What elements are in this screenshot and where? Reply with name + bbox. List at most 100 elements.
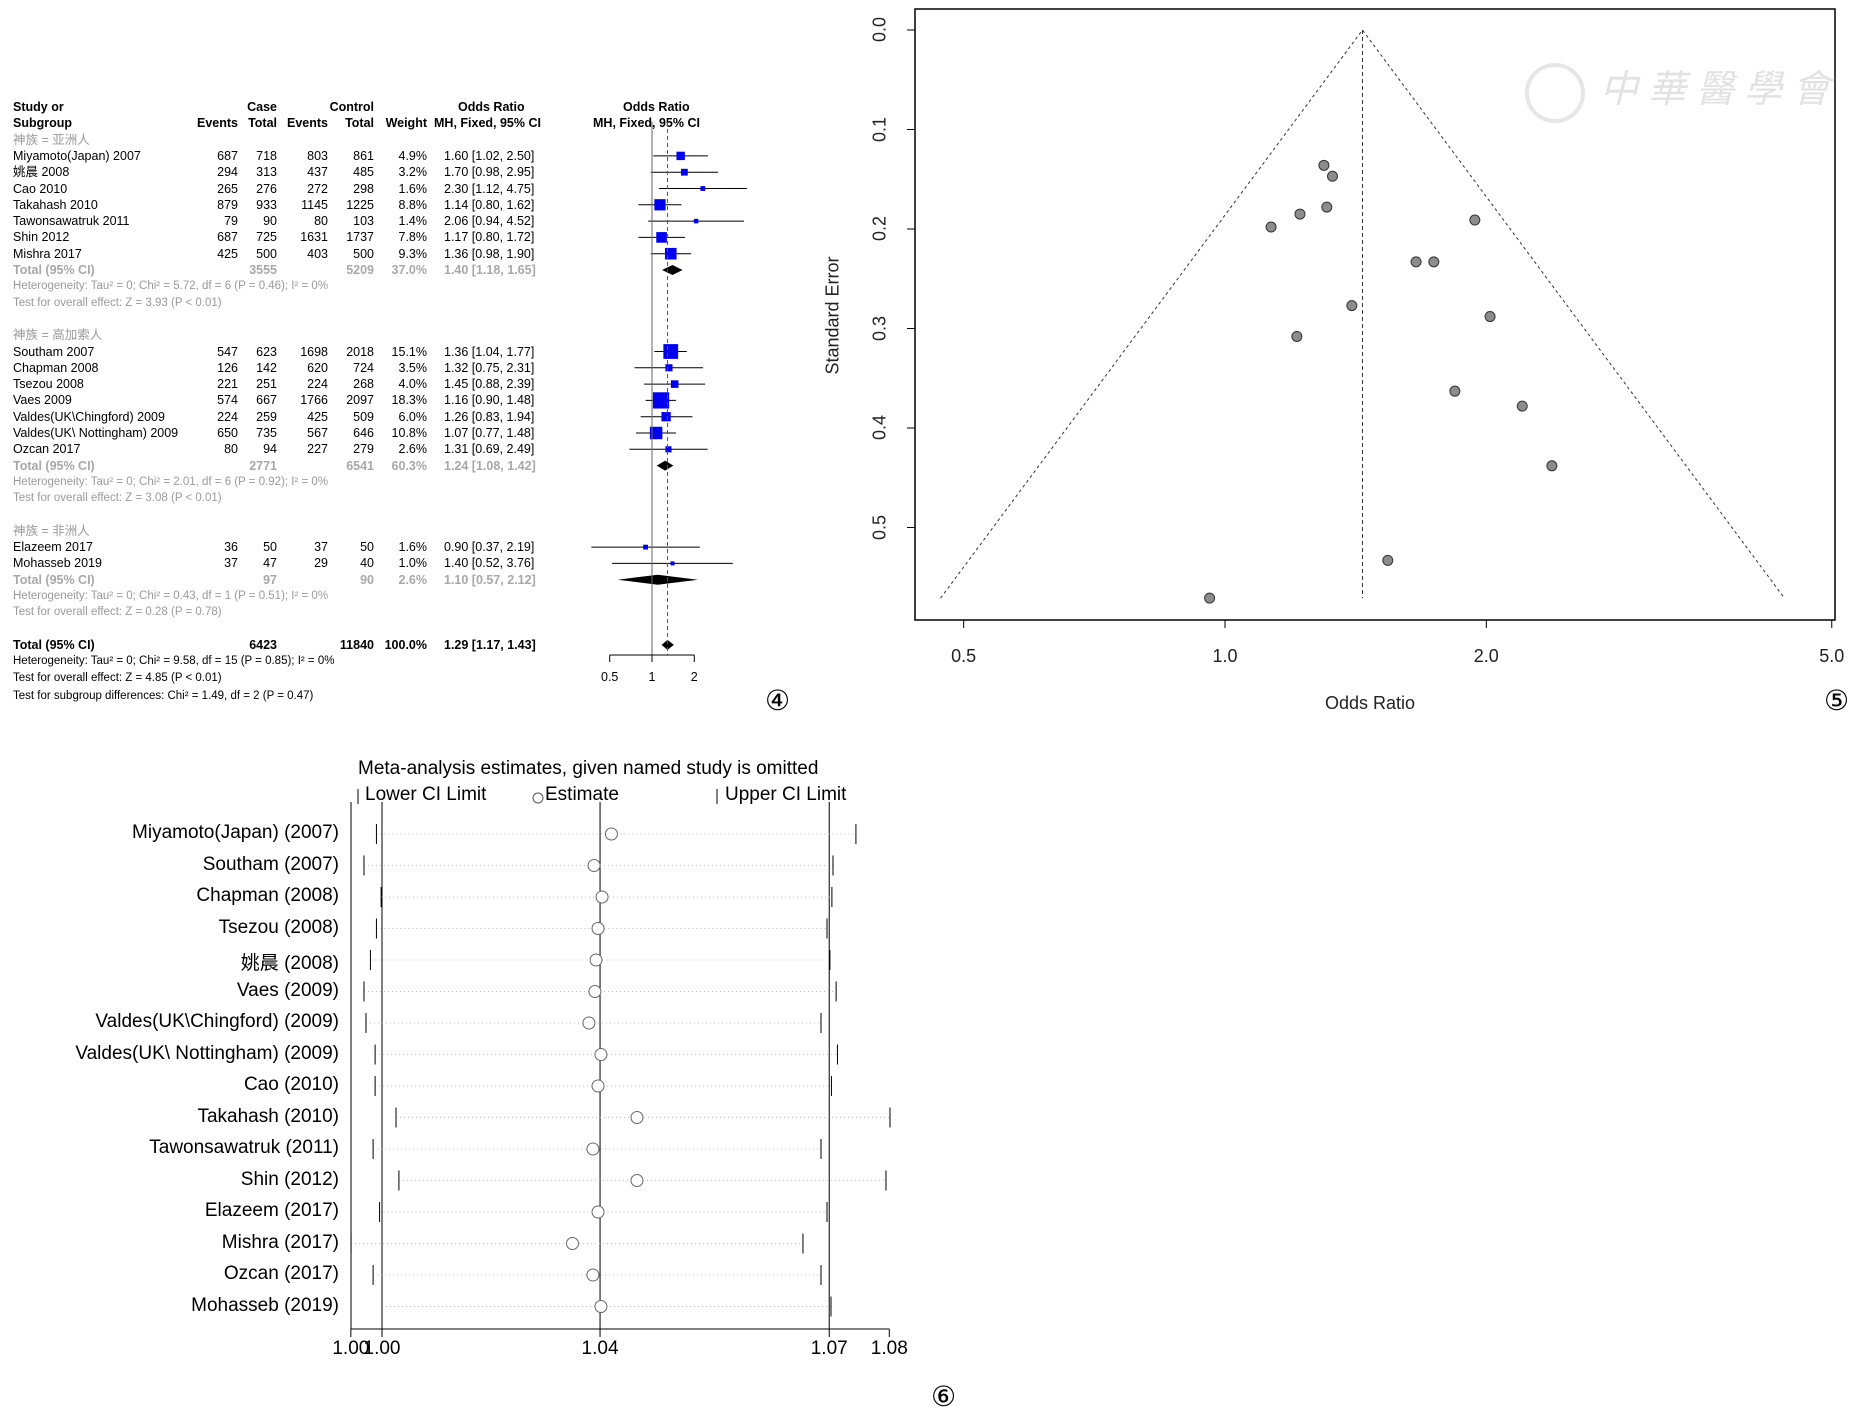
- study-row-e2: 567: [307, 426, 328, 440]
- study-row: 265 276 272 298 1.6% 2.30 [1.12, 4.75]: [0, 181, 560, 197]
- study-row-n2: 298: [353, 181, 374, 196]
- subgroup-total-row: 2771 6541 60.3% 1.24 [1.08, 1.42]: [0, 458, 560, 474]
- study-row-n2: 40: [360, 556, 374, 571]
- study-row-weight: 1.6%: [398, 540, 428, 555]
- study-square: [643, 544, 648, 550]
- study-name: Miyamoto(Japan) 2007: [13, 148, 141, 163]
- subgroup-heterogeneity: Heterogeneity: Tau² = 0; Chi² = 0.43, df…: [13, 590, 329, 602]
- overall-total-row-n1: 6423: [249, 637, 277, 652]
- study-label: 姚晨 (2008): [240, 953, 339, 974]
- study-row: 224 259 425 509 6.0% 1.26 [0.83, 1.94]: [0, 409, 560, 425]
- study-row: 294 313 437 485 3.2% 1.70 [0.98, 2.95]: [0, 164, 560, 180]
- study-row-n1: 718: [256, 148, 277, 163]
- study-point: [1346, 300, 1358, 312]
- estimate-marker: [589, 953, 603, 967]
- estimate-marker: [591, 1205, 605, 1219]
- study-row-weight: 4.0%: [398, 377, 428, 392]
- study-row-weight: 8.8%: [398, 197, 428, 212]
- legend-lower: Lower CI Limit: [365, 784, 487, 805]
- study-row-e2: 437: [307, 165, 328, 180]
- subgroup-total-row-n1: 2771: [249, 458, 277, 473]
- subgroup-label: 神族 = 高加索人: [13, 328, 103, 343]
- study-label: Mishra (2017): [221, 1231, 339, 1253]
- study-row-e2: 803: [307, 148, 328, 163]
- study-row-weight: 15.1%: [391, 344, 427, 359]
- study-row-e1: 425: [217, 246, 238, 261]
- study-row-odds-ratio: 1.26 [0.83, 1.94]: [444, 409, 535, 424]
- study-row-odds-ratio: 1.45 [0.88, 2.39]: [444, 377, 535, 392]
- header-case: Case: [247, 100, 277, 114]
- study-row-n1: 735: [256, 426, 277, 440]
- study-row-weight: 3.5%: [398, 360, 428, 375]
- estimate-marker: [604, 827, 618, 841]
- study-label: Tsezou (2008): [218, 916, 339, 938]
- x-tick-label: 1.00: [363, 1338, 401, 1359]
- study-row: 687 718 803 861 4.9% 1.60 [1.02, 2.50]: [0, 148, 560, 164]
- study-square: [649, 426, 663, 440]
- x-axis-label: Odds Ratio: [1325, 693, 1416, 713]
- x-tick-label: 1: [648, 670, 656, 684]
- study-row-n1: 933: [256, 197, 277, 212]
- study-row-weight: 4.9%: [398, 148, 428, 163]
- estimate-marker: [595, 890, 609, 904]
- study-row: 687 725 1631 1737 7.8% 1.17 [0.80, 1.72]: [0, 229, 560, 245]
- study-row-e1: 547: [217, 344, 238, 359]
- study-row-e1: 221: [217, 377, 238, 392]
- study-row-weight: 7.8%: [398, 230, 428, 245]
- study-row-odds-ratio: 1.17 [0.80, 1.72]: [444, 230, 535, 245]
- study-row-e2: 1698: [300, 344, 328, 359]
- study-point: [1546, 460, 1558, 472]
- study-name: Vaes 2009: [13, 393, 72, 408]
- study-row-weight: 3.2%: [398, 165, 428, 180]
- study-row-e2: 403: [307, 246, 328, 261]
- study-square: [665, 364, 673, 372]
- study-row-n1: 251: [256, 377, 277, 392]
- header-study-line1: Study or: [13, 100, 64, 114]
- study-row-odds-ratio: 1.14 [0.80, 1.62]: [444, 197, 535, 212]
- study-square: [652, 392, 670, 409]
- study-row-e1: 265: [217, 181, 238, 196]
- study-row-n1: 500: [256, 246, 277, 261]
- study-label: Miyamoto(Japan) (2007): [132, 822, 339, 843]
- study-row: 879 933 1145 1225 8.8% 1.14 [0.80, 1.62]: [0, 197, 560, 213]
- study-row-odds-ratio: 1.31 [0.69, 2.49]: [444, 442, 535, 457]
- study-row-odds-ratio: 1.36 [0.98, 1.90]: [444, 246, 535, 261]
- study-name: Takahash 2010: [13, 197, 98, 212]
- header-or-line1: Odds Ratio: [458, 100, 525, 114]
- header-study-line2: Subgroup: [13, 116, 73, 131]
- overall-total-label: Total (95% CI): [13, 637, 95, 652]
- subgroup-total-row-n1: 97: [263, 572, 277, 587]
- subgroup-total-row: 3555 5209 37.0% 1.40 [1.18, 1.65]: [0, 262, 560, 278]
- estimate-marker: [582, 1016, 596, 1030]
- study-row: 37 47 29 40 1.0% 1.40 [0.52, 3.76]: [0, 555, 560, 571]
- study-row-e1: 126: [217, 360, 238, 375]
- study-row-odds-ratio: 1.60 [1.02, 2.50]: [444, 148, 535, 163]
- chart-title: Meta-analysis estimates, given named stu…: [358, 758, 819, 779]
- study-square: [664, 247, 677, 260]
- overall-diamond: [661, 639, 674, 650]
- subgroup-overall-test: Test for overall effect: Z = 3.08 (P < 0…: [13, 492, 222, 505]
- subgroup-diamond: [656, 460, 674, 471]
- subgroup-total-row-n2: 6541: [346, 458, 374, 473]
- study-row: 221 251 224 268 4.0% 1.45 [0.88, 2.39]: [0, 376, 560, 392]
- study-row-n1: 313: [256, 165, 277, 180]
- study-row-n2: 1737: [346, 230, 374, 245]
- panel-label-6: ⑥: [931, 1380, 957, 1413]
- study-point: [1321, 201, 1333, 213]
- study-row-odds-ratio: 2.30 [1.12, 4.75]: [444, 181, 535, 196]
- study-square: [676, 151, 685, 161]
- subgroup-total-row-n2: 90: [360, 572, 374, 587]
- header-control-total: Total: [345, 116, 374, 131]
- study-row-e2: 37: [314, 540, 328, 555]
- estimate-marker: [594, 1048, 608, 1061]
- estimate-marker: [591, 922, 605, 935]
- subgroup-total-label: Total (95% CI): [13, 263, 95, 277]
- x-tick-label: 2.0: [1473, 646, 1499, 666]
- study-row-n2: 724: [353, 360, 374, 375]
- study-row-odds-ratio: 0.90 [0.37, 2.19]: [444, 540, 535, 555]
- study-square: [665, 446, 672, 453]
- estimate-marker: [630, 1111, 644, 1124]
- study-name: Elazeem 2017: [13, 540, 93, 555]
- subgroup-diamond: [617, 574, 698, 585]
- study-point: [1382, 554, 1394, 566]
